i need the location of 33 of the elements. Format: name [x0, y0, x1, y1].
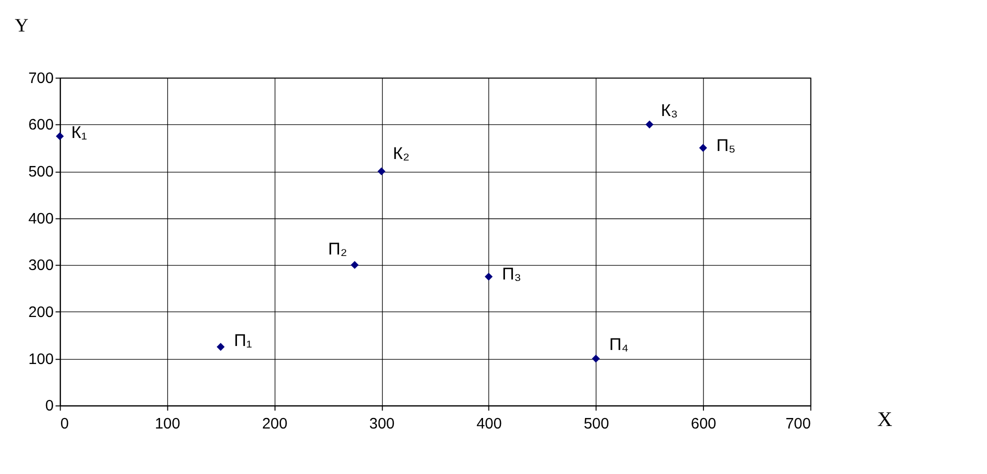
- point: [56, 132, 64, 140]
- x-tick-label: 700: [785, 416, 811, 433]
- y-tick-label: 200: [28, 304, 54, 321]
- point: [216, 342, 225, 351]
- y-tick-label: 700: [28, 70, 54, 87]
- x-tick-label: 100: [154, 416, 180, 433]
- y-tick-label: 400: [28, 210, 54, 228]
- annotation: К₂: [392, 144, 410, 163]
- y-tick-label: 600: [28, 116, 54, 134]
- x-tick-label: 400: [476, 416, 502, 433]
- annotation: К₃: [660, 100, 678, 120]
- x-tick-label: 300: [369, 416, 395, 433]
- annotation: П₃: [502, 264, 522, 284]
- point: [484, 272, 493, 281]
- point: [378, 167, 386, 176]
- x-tick-label: 0: [60, 416, 69, 433]
- y-axis-title: Y: [14, 16, 29, 37]
- annotation: П₄: [609, 335, 628, 354]
- annotation: К₁: [71, 123, 88, 142]
- y-tick-label: 300: [28, 257, 54, 274]
- x-tick-label: 500: [584, 416, 610, 433]
- x-axis-title: X: [877, 406, 892, 431]
- x-tick-label: 200: [262, 416, 288, 433]
- annotation: П₅: [716, 136, 736, 155]
- point: [699, 144, 708, 152]
- y-tick-label: 0: [45, 398, 54, 415]
- annotation: П₂: [328, 240, 348, 259]
- annotation: П₁: [234, 330, 252, 350]
- point: [592, 354, 600, 363]
- y-tick-label: 100: [28, 350, 54, 368]
- x-tick-label: 600: [690, 416, 716, 433]
- point: [350, 260, 359, 269]
- y-tick-label: 500: [28, 164, 54, 181]
